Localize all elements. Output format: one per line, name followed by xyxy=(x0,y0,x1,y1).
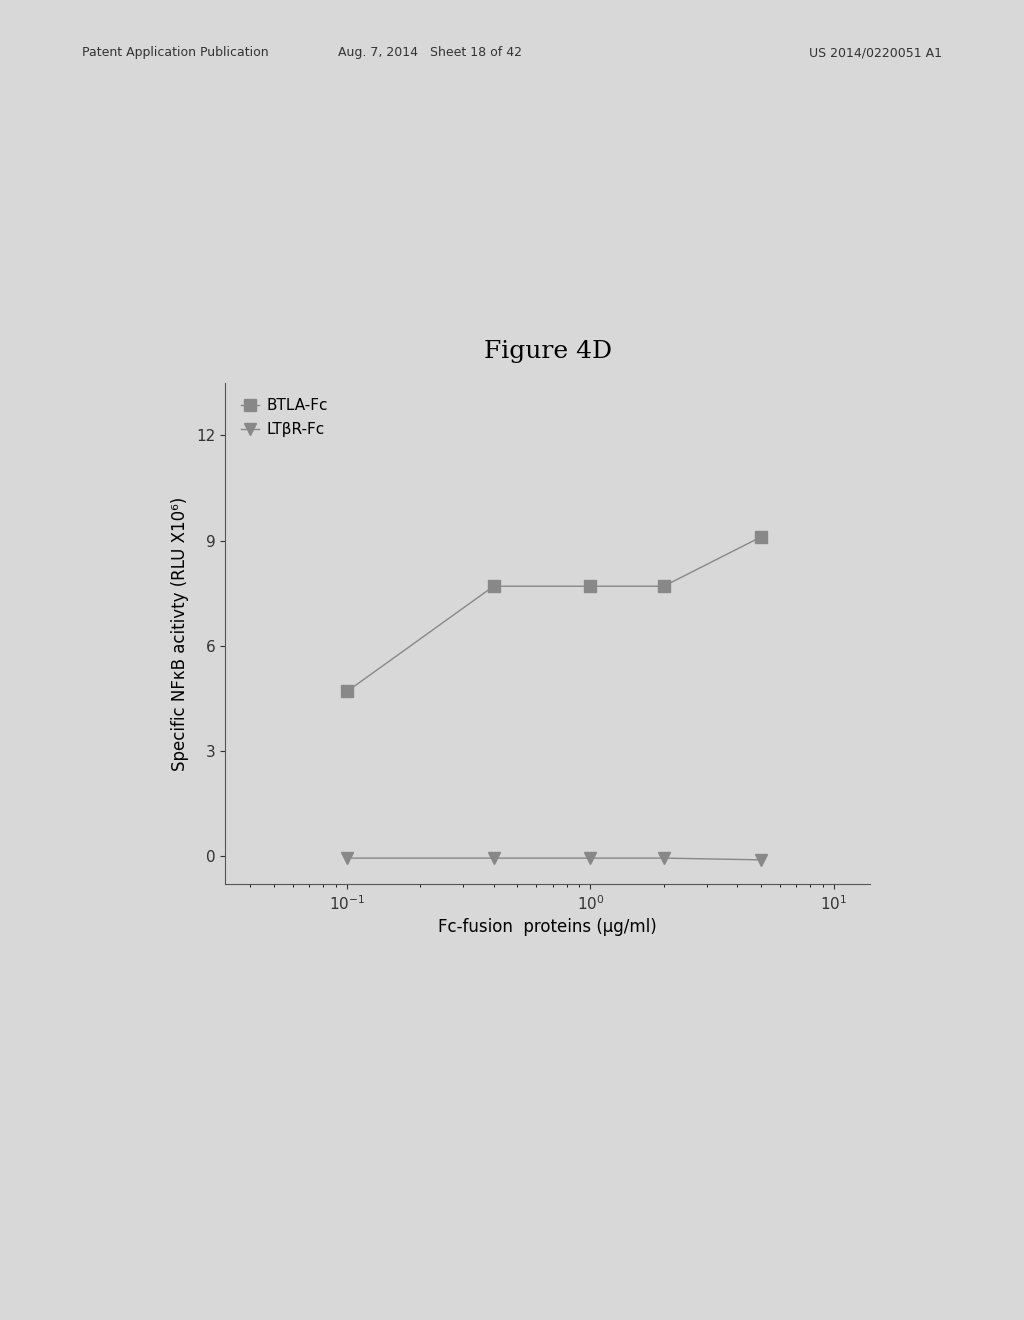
Line: LTβR-Fc: LTβR-Fc xyxy=(341,853,766,866)
BTLA-Fc xyxy=(657,578,670,594)
Text: US 2014/0220051 A1: US 2014/0220051 A1 xyxy=(809,46,942,59)
Text: Figure 4D: Figure 4D xyxy=(483,341,612,363)
Y-axis label: Specific NFκB acitivty (RLU X10⁶): Specific NFκB acitivty (RLU X10⁶) xyxy=(171,496,189,771)
BTLA-Fc xyxy=(755,529,767,545)
X-axis label: Fc-fusion  proteins (μg/ml): Fc-fusion proteins (μg/ml) xyxy=(438,919,657,936)
Text: Aug. 7, 2014   Sheet 18 of 42: Aug. 7, 2014 Sheet 18 of 42 xyxy=(338,46,522,59)
Line: BTLA-Fc: BTLA-Fc xyxy=(341,532,766,697)
BTLA-Fc xyxy=(341,684,353,700)
LTβR-Fc xyxy=(487,850,500,866)
LTβR-Fc xyxy=(657,850,670,866)
BTLA-Fc xyxy=(487,578,500,594)
Text: Patent Application Publication: Patent Application Publication xyxy=(82,46,268,59)
BTLA-Fc xyxy=(585,578,597,594)
LTβR-Fc xyxy=(755,851,767,867)
LTβR-Fc xyxy=(341,850,353,866)
Legend: BTLA-Fc, LTβR-Fc: BTLA-Fc, LTβR-Fc xyxy=(232,391,336,445)
LTβR-Fc xyxy=(585,850,597,866)
